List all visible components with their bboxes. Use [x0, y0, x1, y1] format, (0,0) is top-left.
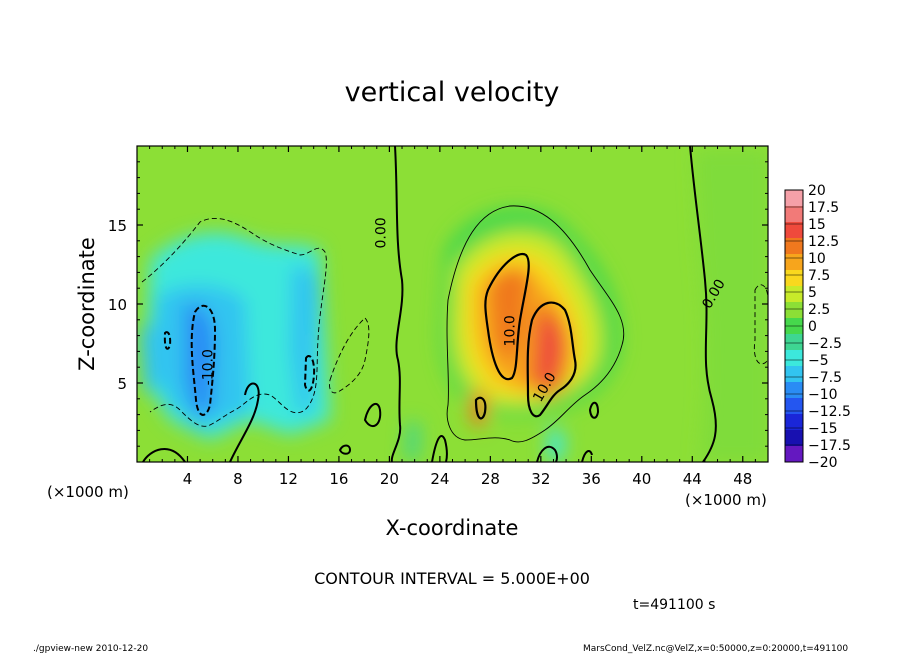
colorbar-swatch	[785, 366, 803, 383]
x-tick-label: 44	[683, 470, 702, 488]
colorbar-swatch	[785, 430, 803, 447]
colorbar-swatch	[785, 222, 803, 239]
x-tick-label: 4	[183, 470, 193, 488]
x-tick-label: 36	[582, 470, 601, 488]
contour-label: -10.0	[201, 349, 217, 385]
x-tick-label: 24	[430, 470, 449, 488]
colorbar-label: 10	[808, 251, 826, 267]
colorbar-swatch	[785, 206, 803, 223]
x-tick-label: 20	[380, 470, 399, 488]
time-stamp: t=491100 s	[633, 597, 715, 613]
contour-label: 0.00	[374, 217, 390, 248]
colorbar-label: −10	[808, 387, 838, 403]
colorbar-swatch	[785, 414, 803, 431]
footer-left: ./gpview-new 2010-12-20	[33, 644, 148, 654]
contour-plus10	[474, 252, 577, 420]
colorbar-label: −12.5	[808, 404, 851, 420]
colorbar-label: 0	[808, 319, 817, 335]
contour-label: 10.0	[502, 315, 518, 346]
contour-interval-text: CONTOUR INTERVAL = 5.000E+00	[314, 569, 590, 588]
colorbar-label: −17.5	[808, 438, 851, 454]
plot-area	[137, 146, 768, 462]
y-axis: 5 10 15	[108, 161, 768, 447]
colorbar-label: −2.5	[808, 336, 842, 352]
colorbar-swatch	[785, 398, 803, 415]
contour-minus5	[141, 218, 768, 427]
chart-title: vertical velocity	[345, 77, 560, 108]
colorbar-label: −5	[808, 353, 829, 369]
x-tick-label: 28	[481, 470, 500, 488]
y-tick-label: 10	[108, 296, 127, 314]
x-tick-label: 32	[531, 470, 550, 488]
x-tick-label: 8	[233, 470, 243, 488]
colorbar-label: −15	[808, 421, 838, 437]
colorbar-swatch	[785, 270, 803, 287]
x-axis-label: X-coordinate	[386, 516, 519, 540]
colorbar: 2017.51512.5107.552.50−2.5−5−7.5−10−12.5…	[784, 183, 851, 471]
x-tick-label: 12	[279, 470, 298, 488]
x-unit-left: (×1000 m)	[47, 483, 129, 501]
y-tick-label: 15	[108, 217, 127, 235]
contour-zero-lines	[142, 146, 717, 462]
colorbar-swatch	[785, 254, 803, 271]
colorbar-label: −20	[808, 455, 838, 471]
colorbar-swatch	[785, 382, 803, 399]
colorbar-swatch	[785, 334, 803, 351]
x-axis: 4 8 12 16 20 24 28 32 36 40 44 48	[149, 146, 756, 488]
colorbar-label: 20	[808, 183, 826, 199]
colorbar-label: 2.5	[808, 302, 830, 318]
footer-right: MarsCond_VelZ.nc@VelZ,x=0:50000,z=0:2000…	[583, 644, 848, 654]
x-tick-label: 40	[632, 470, 651, 488]
x-tick-label: 16	[329, 470, 348, 488]
x-unit-right: (×1000 m)	[685, 491, 767, 509]
colorbar-label: 7.5	[808, 268, 830, 284]
colorbar-swatch	[785, 190, 803, 207]
contour-plus5	[446, 205, 625, 443]
colorbar-label: 17.5	[808, 200, 839, 216]
contour-minus10	[163, 304, 316, 416]
colorbar-label: 12.5	[808, 234, 839, 250]
colorbar-swatch	[785, 350, 803, 367]
colorbar-label: 15	[808, 217, 826, 233]
colorbar-swatch	[785, 286, 803, 303]
colorbar-swatch	[785, 302, 803, 319]
y-tick-label: 5	[117, 375, 127, 393]
x-tick-label: 48	[733, 470, 752, 488]
colorbar-swatch	[785, 446, 803, 463]
colorbar-label: −7.5	[808, 370, 842, 386]
colorbar-label: 5	[808, 285, 817, 301]
y-axis-label: Z-coordinate	[75, 237, 99, 371]
colorbar-swatch	[785, 238, 803, 255]
